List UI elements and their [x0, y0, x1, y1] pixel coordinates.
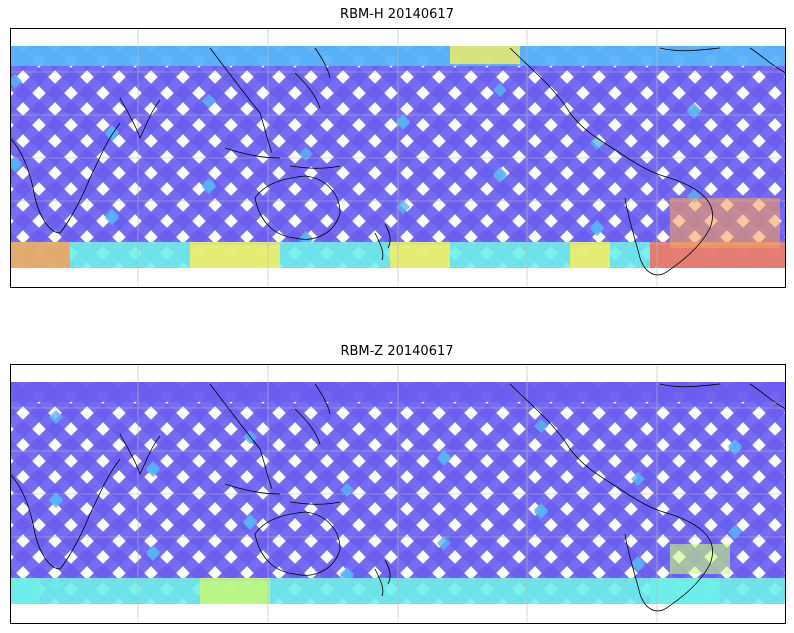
swath-ascending — [670, 382, 786, 498]
swath-segment — [686, 102, 702, 118]
swath-segment — [589, 135, 605, 151]
coastlines — [10, 383, 786, 612]
swath-segment — [727, 524, 743, 540]
swath-segment — [145, 544, 161, 560]
map-frame — [10, 364, 786, 624]
swath-segment — [48, 491, 64, 507]
coastline-segment — [209, 383, 273, 490]
coastline-segment — [119, 433, 161, 476]
saa-region — [670, 198, 780, 248]
south-band-hotspot — [570, 242, 610, 268]
coastline-segment — [374, 559, 391, 597]
map-panel-rbm-h — [10, 28, 786, 288]
swath-segment — [533, 502, 549, 518]
north-band-hotspot — [450, 46, 520, 64]
swath-ascending — [734, 382, 786, 434]
saa-region — [670, 544, 730, 574]
coastline-segment — [619, 488, 713, 612]
swath-descending — [702, 520, 786, 604]
coastline-segment — [659, 383, 786, 410]
south-band-hotspot — [650, 578, 720, 604]
swath-ascending — [702, 382, 786, 466]
coastline-segment — [294, 47, 331, 109]
coastline-segment — [294, 383, 331, 445]
panel-title-rbm-h: RBM-H 20140617 — [340, 7, 454, 22]
south-band-hotspot — [390, 242, 450, 268]
swath-segment — [395, 199, 411, 215]
map-frame — [10, 28, 786, 288]
map-panel-rbm-z — [10, 364, 786, 624]
swath-descending — [606, 424, 786, 604]
coastline-segment — [224, 483, 341, 505]
coastline-segment — [509, 383, 621, 490]
swath-segment — [727, 438, 743, 454]
coastline-segment — [254, 511, 341, 576]
swath-ascending — [670, 46, 786, 162]
coastline-segment — [374, 223, 391, 261]
swath-descending — [734, 552, 786, 604]
coastline-segment — [119, 97, 161, 140]
swath-segment — [436, 535, 452, 551]
swath-segment — [492, 82, 508, 98]
coastline-segment — [224, 147, 341, 169]
south-band-hotspot — [190, 242, 280, 268]
swath-ascending — [734, 46, 786, 98]
coastline-segment — [254, 175, 341, 240]
swath-segment — [492, 166, 508, 182]
swath-segment — [339, 482, 355, 498]
panel-title-rbm-z: RBM-Z 20140617 — [340, 344, 454, 359]
swath-segment — [48, 409, 64, 425]
swath-segment — [630, 555, 646, 571]
coastline-segment — [10, 458, 121, 570]
swath-segment — [436, 449, 452, 465]
south-band-hotspot — [10, 578, 40, 604]
coastline-segment — [509, 47, 621, 154]
swath-segment — [145, 460, 161, 476]
swath-segment — [201, 177, 217, 193]
gridlines — [10, 364, 786, 624]
swath-ascending — [702, 46, 786, 130]
swath-segment — [242, 513, 258, 529]
swath-descending — [606, 88, 786, 268]
swath-segment — [630, 471, 646, 487]
south-band-hotspot — [10, 242, 70, 268]
swath-segment — [298, 230, 314, 246]
south-band-hotspot — [200, 578, 270, 604]
swath-segment — [298, 146, 314, 162]
coastline-segment — [619, 152, 713, 276]
gridlines — [10, 28, 786, 288]
swath-segment — [589, 219, 605, 235]
coastlines — [10, 47, 786, 276]
swath-segment — [339, 566, 355, 582]
swath-segment — [533, 418, 549, 434]
coastline-segment — [10, 122, 121, 234]
coastline-segment — [659, 47, 786, 74]
coastline-segment — [209, 47, 273, 154]
swath-segment — [395, 113, 411, 129]
